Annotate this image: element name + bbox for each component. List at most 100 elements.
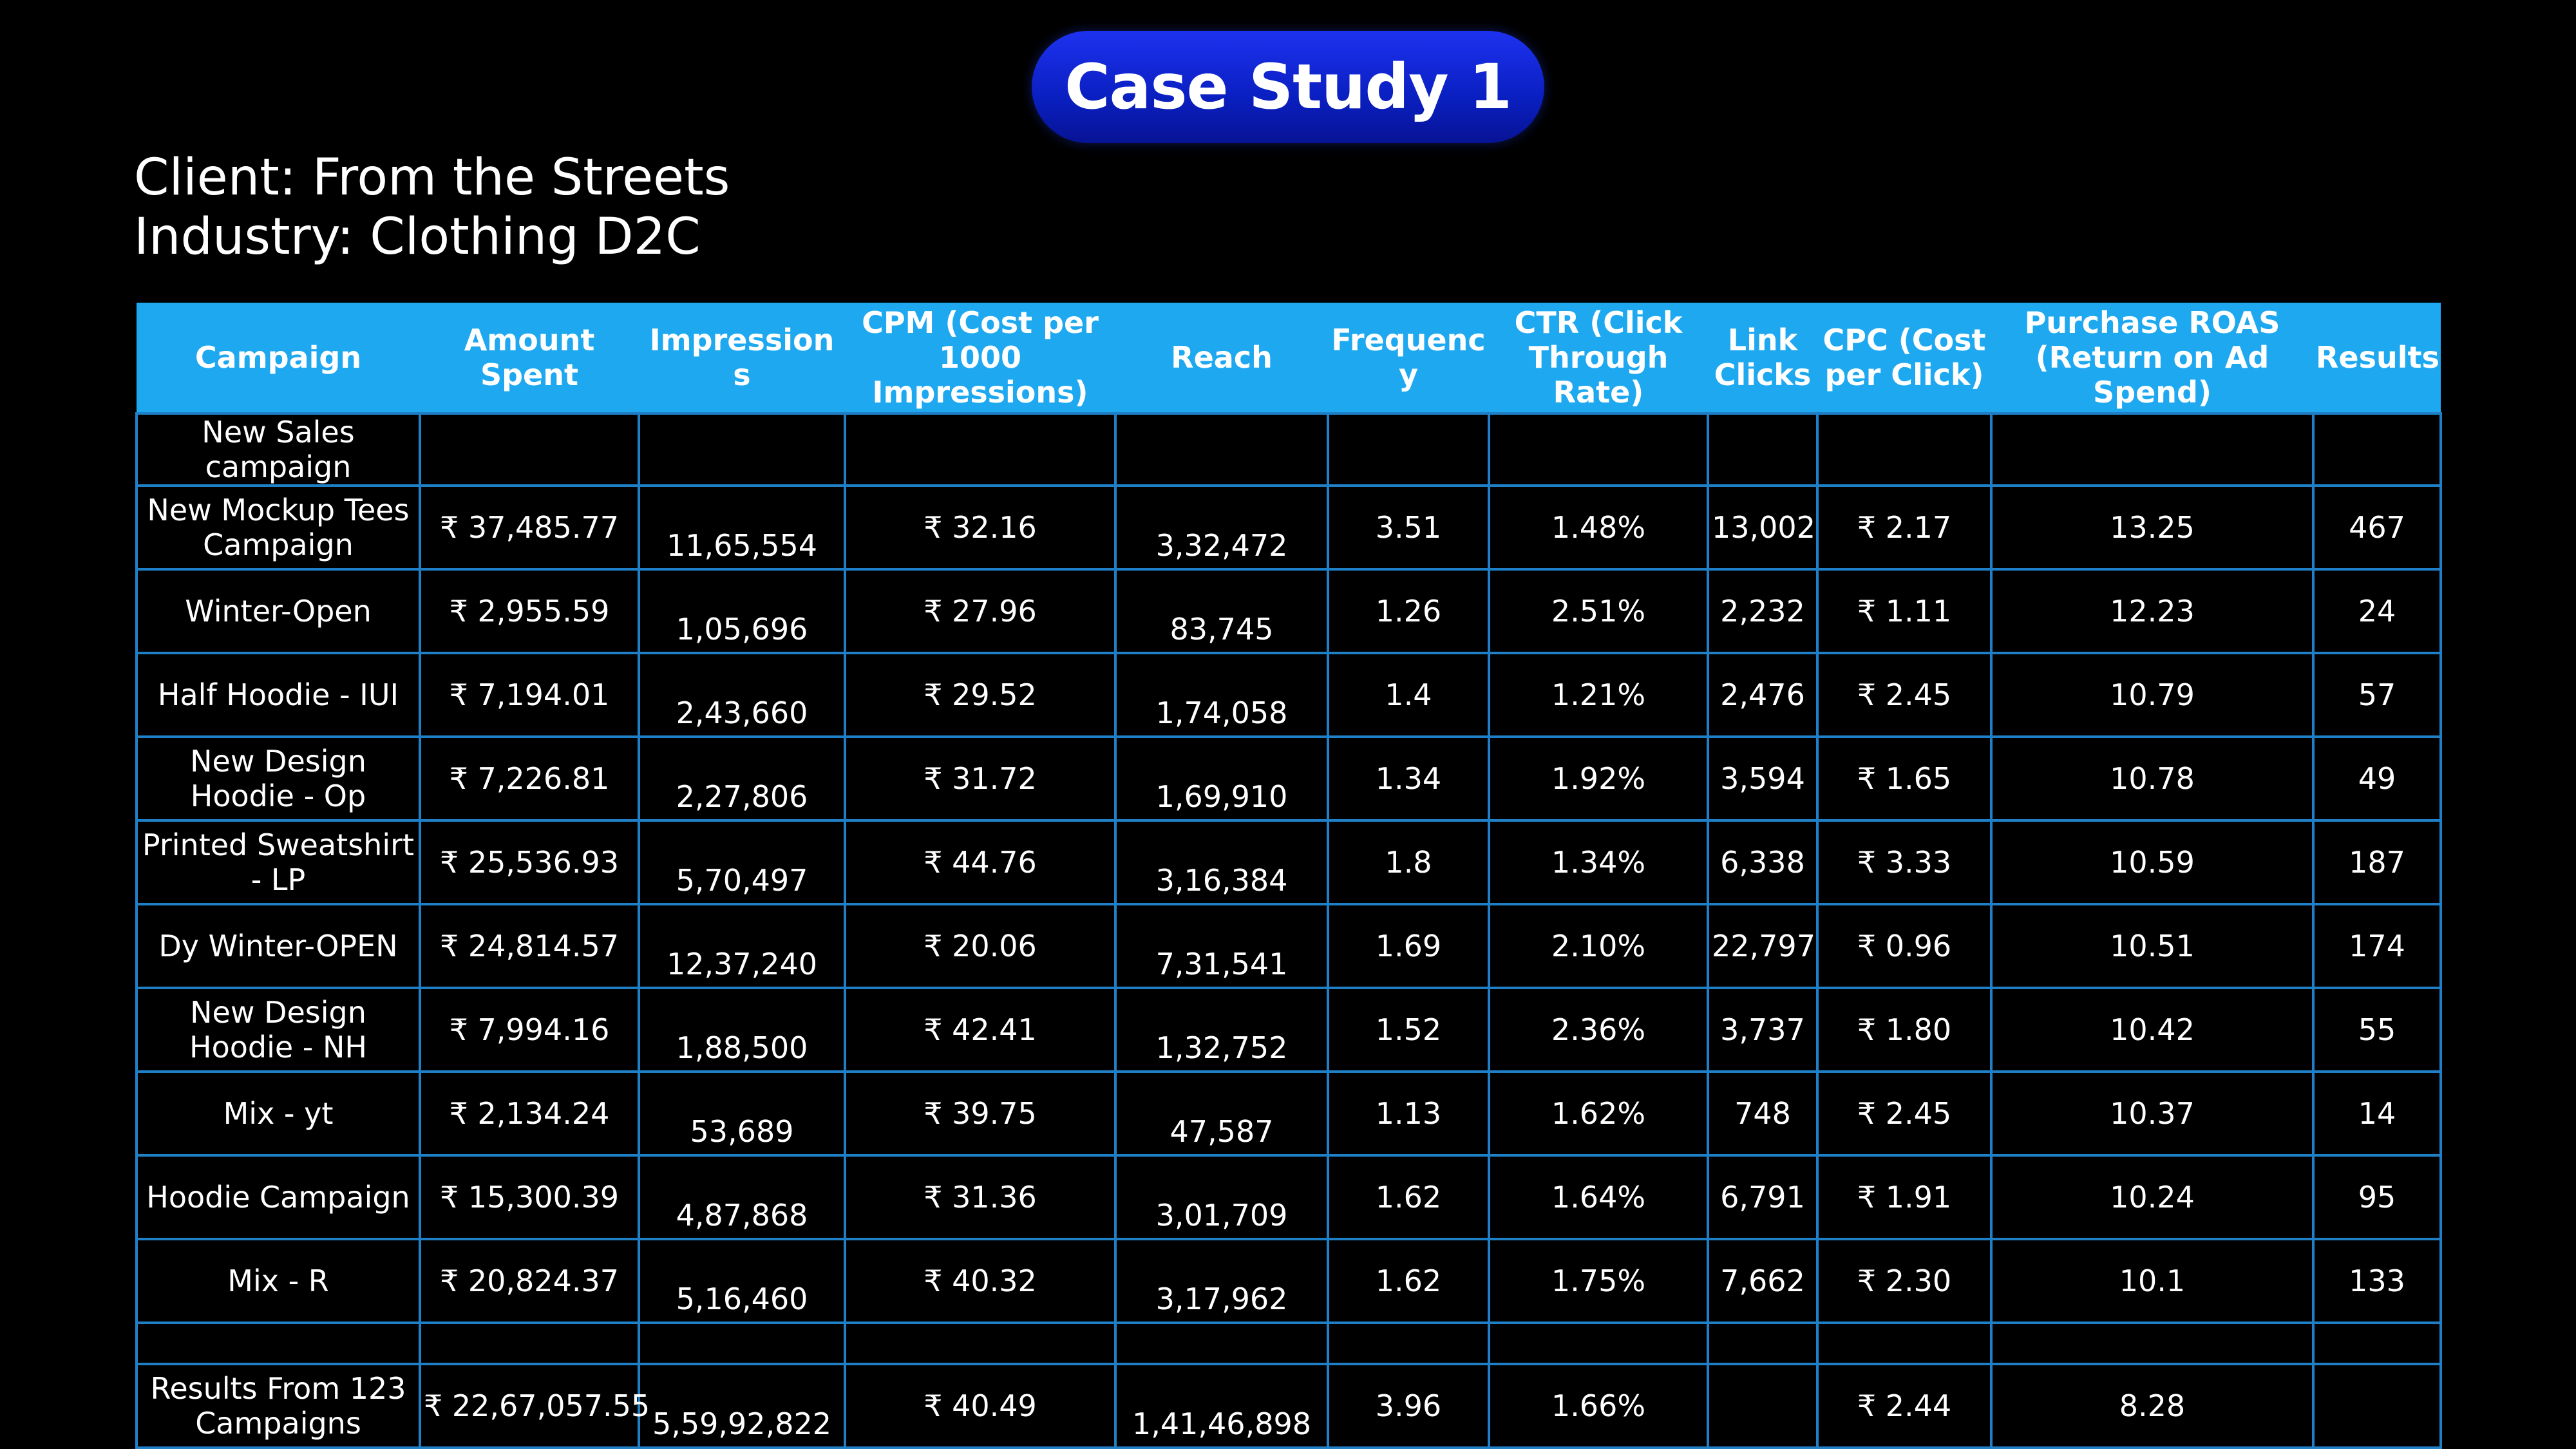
amount-spent-cell: ₹ 2,134.24 <box>419 1070 640 1157</box>
amount-spent-cell: ₹ 7,226.81 <box>419 735 640 822</box>
total-row: Results From 123 Campaigns ₹ 22,67,057.55… <box>135 1363 2442 1449</box>
ctr-cell: 2.36% <box>1488 987 1709 1073</box>
purchase-roas-cell: 10.1 <box>1990 1238 2315 1324</box>
frequency-cell: 1.52 <box>1327 987 1490 1073</box>
campaign-cell: Hoodie Campaign <box>135 1154 421 1240</box>
cpm-cell: ₹ 31.36 <box>844 1154 1117 1240</box>
section-label: New Sales campaign <box>135 412 421 487</box>
amount-spent-cell: ₹ 37,485.77 <box>419 484 640 571</box>
cpm-cell: ₹ 31.72 <box>844 735 1117 822</box>
table-row: New Mockup Tees Campaign ₹ 37,485.77 11,65… <box>135 484 2442 571</box>
purchase-roas-cell: 12.23 <box>1990 568 2315 654</box>
spacer-row <box>135 1321 2442 1365</box>
cpm-cell: ₹ 27.96 <box>844 568 1117 654</box>
amount-spent-cell: ₹ 20,824.37 <box>419 1238 640 1324</box>
cpc-cell: ₹ 2.45 <box>1816 1070 1993 1157</box>
purchase-roas-cell: 13.25 <box>1990 484 2315 571</box>
results-cell: 187 <box>2312 819 2442 905</box>
table-row: Dy Winter-OPEN ₹ 24,814.57 12,37,240 ₹ 20.0… <box>135 903 2442 989</box>
impressions-cell: 11,65,554 <box>638 484 846 571</box>
campaign-cell: New Design Hoodie - NH <box>135 987 421 1073</box>
reach-cell: 83,745 <box>1114 568 1329 654</box>
campaign-cell: Results From 123 Campaigns <box>135 1363 421 1449</box>
link-clicks-cell: 3,594 <box>1707 735 1819 822</box>
cpc-cell: ₹ 1.91 <box>1816 1154 1993 1240</box>
frequency-cell: 1.62 <box>1327 1154 1490 1240</box>
link-clicks-cell: 3,737 <box>1707 987 1819 1073</box>
reach-cell: 1,74,058 <box>1114 652 1329 738</box>
header-frequency: Frequenc y <box>1328 303 1489 413</box>
cpm-cell: ₹ 44.76 <box>844 819 1117 905</box>
impressions-cell: 1,88,500 <box>638 987 846 1073</box>
frequency-cell: 3.96 <box>1327 1363 1490 1449</box>
campaign-table: Campaign Amount Spent Impression s CPM (… <box>135 303 2442 1449</box>
reach-cell: 3,16,384 <box>1114 819 1329 905</box>
cpm-cell: ₹ 39.75 <box>844 1070 1117 1157</box>
table-row: New Design Hoodie - Op ₹ 7,226.81 2,27,806… <box>135 735 2442 822</box>
cpm-cell: ₹ 32.16 <box>844 484 1117 571</box>
results-cell: 14 <box>2312 1070 2442 1157</box>
cpm-cell: ₹ 40.32 <box>844 1238 1117 1324</box>
results-cell: 57 <box>2312 652 2442 738</box>
frequency-cell: 1.8 <box>1327 819 1490 905</box>
ctr-cell: 1.34% <box>1488 819 1709 905</box>
table-row: Hoodie Campaign ₹ 15,300.39 4,87,868 ₹ 31.3… <box>135 1154 2442 1240</box>
impressions-cell: 4,87,868 <box>638 1154 846 1240</box>
results-cell: 95 <box>2312 1154 2442 1240</box>
amount-spent-cell: ₹ 2,955.59 <box>419 568 640 654</box>
reach-cell: 1,32,752 <box>1114 987 1329 1073</box>
header-link-clicks: Link Clicks <box>1708 303 1817 413</box>
purchase-roas-cell: 10.59 <box>1990 819 2315 905</box>
campaign-cell: New Design Hoodie - Op <box>135 735 421 822</box>
reach-cell: 1,41,46,898 <box>1114 1363 1329 1449</box>
link-clicks-cell: 13,002 <box>1707 484 1819 571</box>
cpc-cell: ₹ 2.45 <box>1816 652 1993 738</box>
ctr-cell: 1.64% <box>1488 1154 1709 1240</box>
impressions-cell: 2,27,806 <box>638 735 846 822</box>
cpm-cell: ₹ 42.41 <box>844 987 1117 1073</box>
cpm-cell: ₹ 40.49 <box>844 1363 1117 1449</box>
reach-cell: 3,32,472 <box>1114 484 1329 571</box>
impressions-cell: 5,70,497 <box>638 819 846 905</box>
frequency-cell: 1.69 <box>1327 903 1490 989</box>
cpc-cell: ₹ 0.96 <box>1816 903 1993 989</box>
cpc-cell: ₹ 1.65 <box>1816 735 1993 822</box>
header-reach: Reach <box>1115 303 1328 413</box>
reach-cell: 47,587 <box>1114 1070 1329 1157</box>
campaign-cell: New Mockup Tees Campaign <box>135 484 421 571</box>
cpc-cell: ₹ 2.30 <box>1816 1238 1993 1324</box>
campaign-cell: Printed Sweatshirt - LP <box>135 819 421 905</box>
table-row: Mix - yt ₹ 2,134.24 53,689 ₹ 39.75 47,587 1.1… <box>135 1070 2442 1157</box>
impressions-cell: 5,16,460 <box>638 1238 846 1324</box>
ctr-cell: 1.62% <box>1488 1070 1709 1157</box>
client-info: Client: From the Streets Industry: Cloth… <box>134 148 730 267</box>
table-row: Printed Sweatshirt - LP ₹ 25,536.93 5,70,4… <box>135 819 2442 905</box>
ctr-cell: 1.48% <box>1488 484 1709 571</box>
industry-line: Industry: Clothing D2C <box>134 208 701 266</box>
link-clicks-cell: 22,797 <box>1707 903 1819 989</box>
campaign-cell: Mix - yt <box>135 1070 421 1157</box>
header-cpc: CPC (Cost per Click) <box>1817 303 1991 413</box>
link-clicks-cell: 2,232 <box>1707 568 1819 654</box>
page-title: Case Study 1 <box>1032 31 1544 143</box>
ctr-cell: 2.10% <box>1488 903 1709 989</box>
purchase-roas-cell: 10.79 <box>1990 652 2315 738</box>
client-line: Client: From the Streets <box>134 149 730 207</box>
cpm-cell: ₹ 29.52 <box>844 652 1117 738</box>
header-campaign: Campaign <box>137 303 420 413</box>
purchase-roas-cell: 8.28 <box>1990 1363 2315 1449</box>
ctr-cell: 1.66% <box>1488 1363 1709 1449</box>
table-header-row: Campaign Amount Spent Impression s CPM (… <box>137 303 2441 413</box>
table-row: Mix - R ₹ 20,824.37 5,16,460 ₹ 40.32 3,17,96… <box>135 1238 2442 1324</box>
header-impressions: Impression s <box>639 303 845 413</box>
reach-cell: 3,01,709 <box>1114 1154 1329 1240</box>
frequency-cell: 1.26 <box>1327 568 1490 654</box>
cpc-cell: ₹ 1.11 <box>1816 568 1993 654</box>
amount-spent-cell: ₹ 7,194.01 <box>419 652 640 738</box>
reach-cell: 1,69,910 <box>1114 735 1329 822</box>
results-cell: 55 <box>2312 987 2442 1073</box>
link-clicks-cell: 6,338 <box>1707 819 1819 905</box>
impressions-cell: 1,05,696 <box>638 568 846 654</box>
frequency-cell: 1.34 <box>1327 735 1490 822</box>
